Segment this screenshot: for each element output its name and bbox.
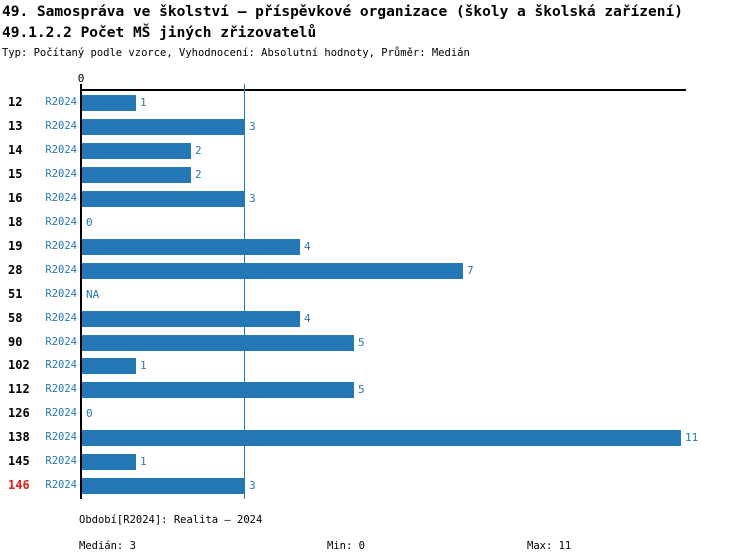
bar-value-label: 2: [195, 143, 202, 157]
bar-value-label: 0: [86, 407, 93, 421]
row-period-label: R2024: [45, 96, 77, 108]
bar-value-label: 1: [140, 96, 147, 109]
x-axis-line: [80, 89, 686, 91]
row-period-label: R2024: [45, 215, 77, 228]
bar-value-label: 4: [304, 311, 311, 325]
x-axis-zero-tick-label: 0: [77, 72, 85, 85]
chart-row: 90 R2024 5: [0, 331, 750, 355]
bar-value-label: 7: [467, 263, 474, 277]
bar: [82, 334, 354, 351]
chart-row: 138 R2024 11: [0, 426, 750, 450]
bar-value-label: 11: [685, 431, 699, 445]
row-category-label: 102: [8, 358, 30, 373]
chart-row: 19 R2024 4: [0, 235, 750, 259]
row-category-label: 18: [8, 214, 23, 229]
bar: [82, 238, 300, 255]
row-category-label: 146: [8, 478, 30, 493]
bar-value-label: 1: [140, 359, 147, 373]
row-period-label: R2024: [45, 263, 77, 276]
row-period-label: R2024: [45, 407, 77, 420]
median-reference-line: [244, 84, 245, 499]
row-category-label: 51: [8, 286, 23, 301]
bar: [82, 190, 245, 207]
chart-row: 14 R2024 2: [0, 139, 750, 163]
row-category-label: 14: [8, 142, 23, 157]
bar: [82, 430, 681, 447]
chart-row: 112 R2024 5: [0, 378, 750, 402]
chart-row: 51 R2024 NA: [0, 283, 750, 307]
bar-value-label: 5: [358, 335, 365, 349]
row-period-label: R2024: [45, 455, 77, 468]
chart-row: 58 R2024 4: [0, 307, 750, 331]
row-category-label: 90: [8, 334, 23, 349]
bar: [82, 358, 136, 375]
chart-row: 126 R2024 0: [0, 402, 750, 426]
chart-row: 28 R2024 7: [0, 259, 750, 283]
bar: [82, 262, 463, 279]
row-category-label: 58: [8, 310, 23, 325]
row-category-label: 112: [8, 382, 30, 397]
row-category-label: 28: [8, 262, 23, 277]
row-period-label: R2024: [45, 431, 77, 444]
footer-median: Medián: 3: [79, 540, 136, 552]
bar: [82, 166, 191, 183]
page-title: 49. Samospráva ve školství – příspěvkové…: [2, 4, 683, 20]
bar-value-label: 3: [249, 119, 256, 133]
row-period-label: R2024: [45, 335, 77, 348]
bar: [82, 142, 191, 159]
row-category-label: 19: [8, 238, 23, 253]
chart-row: 15 R2024 2: [0, 163, 750, 187]
chart-row: 13 R2024 3: [0, 115, 750, 139]
row-category-label: 126: [8, 406, 30, 421]
row-period-label: R2024: [45, 191, 77, 204]
row-period-label: R2024: [45, 287, 77, 300]
row-period-label: R2024: [45, 143, 77, 156]
bar: [82, 478, 245, 495]
bar-value-label: 0: [86, 215, 93, 229]
row-category-label: 138: [8, 430, 30, 445]
row-period-label: R2024: [45, 311, 77, 324]
indicator-title: 49.1.2.2 Počet MŠ jiných zřizovatelů: [2, 25, 317, 41]
row-period-label: R2024: [45, 239, 77, 252]
footer-period-info: Období[R2024]: Realita – 2024: [79, 514, 263, 526]
chart-row: 145 R2024 1: [0, 450, 750, 474]
chart-subtitle: Typ: Počítaný podle vzorce, Vyhodnocení:…: [2, 47, 470, 59]
bar-value-label: 1: [140, 455, 147, 469]
row-period-label: R2024: [45, 119, 77, 132]
row-category-label: 15: [8, 166, 23, 181]
bar: [82, 454, 136, 471]
row-period-label: R2024: [45, 359, 77, 372]
footer-max: Max: 11: [527, 540, 572, 552]
row-category-label: 145: [8, 454, 30, 469]
chart-row: 12 R2024 1: [0, 91, 750, 115]
row-period-label: R2024: [45, 167, 77, 180]
chart-row: 18 R2024 0: [0, 211, 750, 235]
chart-row: 16 R2024 3: [0, 187, 750, 211]
row-category-label: 13: [8, 118, 23, 133]
y-axis-line: [80, 84, 82, 499]
row-category-label: 16: [8, 190, 23, 205]
bar-value-label: 5: [358, 383, 365, 397]
footer-min: Min: 0: [327, 540, 365, 552]
bar-value-label: 3: [249, 479, 256, 493]
row-category-label: 12: [8, 95, 23, 109]
bar-value-label: NA: [86, 287, 100, 301]
row-period-label: R2024: [45, 479, 77, 492]
row-period-label: R2024: [45, 383, 77, 396]
chart-row: 146 R2024 3: [0, 474, 750, 498]
bar: [82, 382, 354, 399]
bar: [82, 95, 136, 111]
bar: [82, 310, 300, 327]
bar-value-label: 3: [249, 191, 256, 205]
bar-value-label: 4: [304, 239, 311, 253]
bar-value-label: 2: [195, 167, 202, 181]
chart-row: 102 R2024 1: [0, 354, 750, 378]
bar: [82, 118, 245, 135]
